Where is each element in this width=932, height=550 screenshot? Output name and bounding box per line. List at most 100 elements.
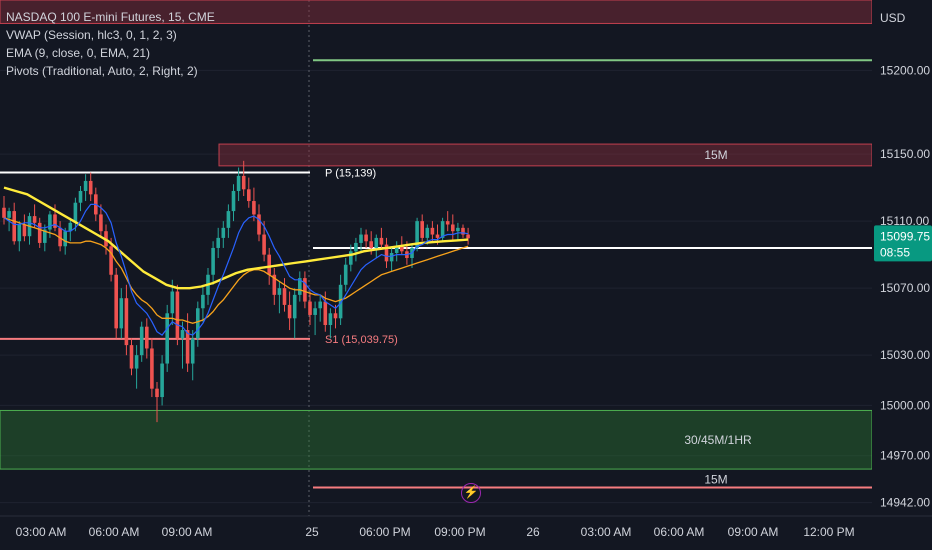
- candle-body: [124, 298, 129, 346]
- candle-body: [435, 234, 440, 238]
- candle-body: [282, 288, 287, 305]
- candle-body: [78, 190, 83, 203]
- supply-demand-zone: [0, 409, 873, 470]
- candle-body: [292, 294, 297, 319]
- candle-body: [308, 301, 312, 315]
- candle-body: [99, 214, 103, 232]
- candle-body: [247, 189, 251, 202]
- candle-body: [466, 234, 470, 239]
- candle-body: [379, 237, 384, 245]
- time-tick-label: 09:00 AM: [728, 525, 779, 539]
- level-layer: P (15,139) S1 (15,039.75): [0, 59, 872, 346]
- candle-body: [384, 244, 389, 262]
- time-tick-label: 06:00 AM: [89, 525, 140, 539]
- pivot-p-label: P (15,139): [325, 168, 376, 180]
- candle-body: [119, 298, 124, 329]
- price-tag-value: 15099.75: [880, 229, 930, 243]
- candle-body: [425, 227, 430, 238]
- candle-body: [22, 224, 27, 237]
- time-axis[interactable]: 03:00 AM 06:00 AM 09:00 AM 25 06:00 PM 09:00 …: [0, 515, 932, 550]
- candle-body: [451, 224, 455, 232]
- candle-body: [440, 221, 445, 238]
- candle-body: [343, 264, 348, 285]
- price-tick-label: 15150.00: [880, 147, 930, 161]
- time-tick-label: 03:00 AM: [16, 525, 67, 539]
- lightning-icon[interactable]: ⚡: [461, 483, 481, 503]
- candle-body: [32, 216, 37, 223]
- candle-body: [267, 254, 271, 275]
- candle-body: [313, 308, 317, 315]
- candle-body: [201, 294, 205, 309]
- candle-body: [216, 237, 220, 248]
- price-tick-label: 15110.00: [880, 214, 929, 228]
- candle-body: [139, 326, 144, 356]
- time-tick-label: 06:00 PM: [359, 525, 410, 539]
- candle-body: [185, 330, 190, 364]
- candle-body: [83, 180, 88, 191]
- candle-body: [252, 201, 256, 215]
- time-axis-bg: [0, 516, 932, 550]
- candle-body: [364, 234, 368, 242]
- candle-body: [461, 227, 465, 235]
- candle-body: [63, 231, 67, 247]
- candle-body: [88, 180, 93, 195]
- price-tag: [874, 225, 932, 262]
- zone-label: 15M: [704, 148, 727, 162]
- candle-body: [68, 222, 73, 232]
- price-tick-label: 14942.00: [880, 496, 930, 510]
- time-tick-label: 26: [526, 525, 540, 539]
- candle-body: [109, 246, 113, 275]
- ema-fast-line: [3, 203, 469, 336]
- time-tick-label: 03:00 AM: [581, 525, 632, 539]
- indicator-lines: [3, 186, 469, 336]
- candle-body: [155, 388, 159, 398]
- price-tag-countdown: 08:55: [880, 245, 910, 259]
- price-tick-label: 15000.00: [880, 398, 930, 412]
- price-axis[interactable]: USD 15200.00 15150.00 15110.00 15070.00 15030…: [872, 0, 932, 550]
- candle-body: [272, 274, 277, 295]
- candle-body: [37, 222, 42, 243]
- candle-body: [369, 241, 373, 248]
- candle-body: [374, 237, 379, 248]
- candle-body: [180, 330, 185, 339]
- candle-body: [170, 291, 175, 314]
- candle-body: [160, 363, 164, 398]
- chart-grid: [0, 0, 872, 516]
- candle-body: [231, 190, 236, 212]
- candle-body: [277, 288, 282, 295]
- candle-body: [287, 304, 292, 319]
- candle-body: [236, 175, 241, 191]
- price-tick-label: 15200.00: [880, 63, 930, 77]
- candle-body: [165, 313, 169, 364]
- candle-body: [262, 234, 266, 255]
- pivots-legend[interactable]: Pivots (Traditional, Auto, 2, Right, 2): [6, 64, 198, 78]
- candle-body: [134, 355, 139, 369]
- candle-body: [241, 175, 246, 190]
- candle-body: [73, 202, 78, 223]
- price-axis-bg: [872, 0, 932, 550]
- candle-body: [226, 211, 231, 228]
- candle-body: [17, 224, 22, 242]
- candle-body: [257, 214, 261, 235]
- candle-body: [58, 227, 62, 247]
- ema-legend[interactable]: EMA (9, close, 0, EMA, 21): [6, 46, 151, 60]
- candle-body: [318, 301, 322, 309]
- candle-body: [323, 301, 328, 326]
- candle-body: [420, 221, 424, 238]
- symbol-title[interactable]: NASDAQ 100 E-mini Futures, 15, CME: [6, 10, 215, 24]
- candle-body: [145, 326, 149, 349]
- candle-body: [303, 278, 307, 302]
- candle-body: [48, 214, 52, 230]
- supply-demand-zone: [218, 143, 873, 167]
- candle-body: [12, 211, 16, 242]
- chart-legend: NASDAQ 100 E-mini Futures, 15, CME VWAP …: [6, 8, 215, 80]
- candle-body: [349, 251, 353, 265]
- candle-body: [298, 278, 302, 295]
- ema-slow-line: [3, 217, 469, 324]
- candle-body: [150, 348, 154, 389]
- candle-body: [400, 246, 404, 252]
- candle-body: [196, 308, 200, 339]
- vwap-legend[interactable]: VWAP (Session, hlc3, 0, 1, 2, 3): [6, 28, 177, 42]
- candle-body: [129, 345, 134, 369]
